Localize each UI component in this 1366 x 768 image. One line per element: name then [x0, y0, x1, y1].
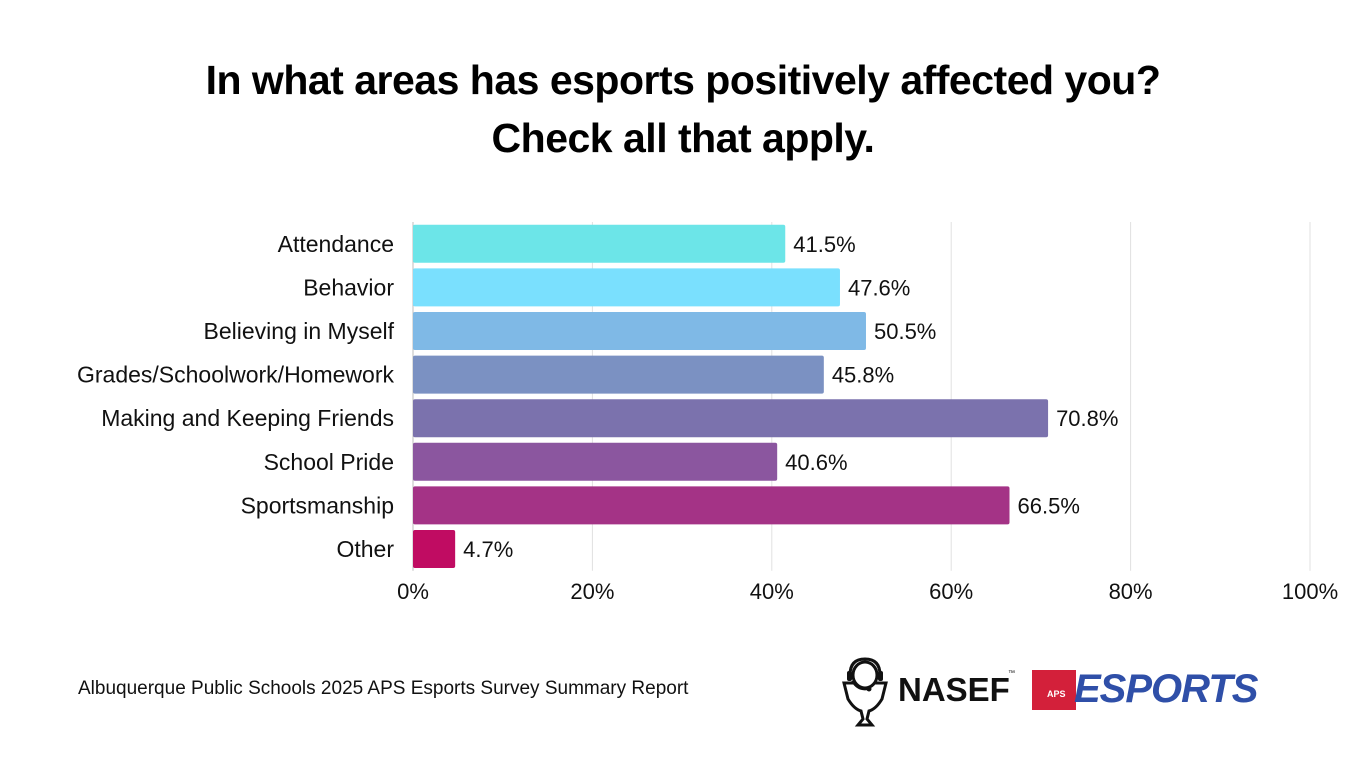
aps-logo-text: APS — [1047, 689, 1066, 699]
value-label: 50.5% — [874, 319, 936, 344]
nasef-logo-text: NASEF — [898, 671, 1010, 708]
value-label: 40.6% — [785, 450, 847, 475]
category-labels: Attendance Behavior Believing in Myself Gra… — [77, 231, 395, 562]
value-label: 41.5% — [793, 232, 855, 257]
value-label: 66.5% — [1018, 493, 1080, 518]
value-label: 4.7% — [463, 537, 513, 562]
bar — [413, 355, 824, 394]
bar — [413, 442, 778, 481]
x-tick-label: 20% — [570, 579, 614, 604]
chart-title-line2: Check all that apply. — [491, 115, 875, 161]
aps-apple-logo — [1032, 670, 1076, 710]
category-label: Sportsmanship — [241, 492, 394, 518]
bar — [413, 486, 1010, 525]
nasef-trophy-headset-icon — [842, 657, 888, 727]
x-tick-labels: 0% 20% 40% 60% 80% 100% — [397, 579, 1338, 604]
bar — [413, 399, 1049, 438]
bar — [413, 530, 456, 568]
category-label: Believing in Myself — [204, 318, 395, 344]
category-label: Grades/Schoolwork/Homework — [77, 362, 395, 388]
logos: NASEF ™ APS ESPORTS — [836, 655, 1286, 730]
value-label: 70.8% — [1056, 406, 1118, 431]
x-tick-label: 40% — [750, 579, 794, 604]
category-label: Other — [336, 536, 394, 562]
bar — [413, 224, 786, 263]
value-label: 47.6% — [848, 275, 910, 300]
bar — [413, 268, 840, 307]
bar-chart: Attendance Behavior Believing in Myself Gra… — [77, 222, 1338, 604]
category-label: Making and Keeping Friends — [101, 405, 394, 431]
esports-logo-text: ESPORTS — [1074, 667, 1258, 711]
x-tick-label: 80% — [1109, 579, 1153, 604]
category-label: Behavior — [303, 274, 394, 300]
bars — [413, 224, 1049, 568]
footer-report-title: Albuquerque Public Schools 2025 APS Espo… — [78, 678, 689, 699]
value-labels: 41.5% 47.6% 50.5% 45.8% 70.8% 40.6% 66.5% 4.7% — [463, 232, 1118, 562]
x-tick-label: 0% — [397, 579, 429, 604]
x-tick-label: 60% — [929, 579, 973, 604]
category-label: Attendance — [278, 231, 394, 257]
chart-title-line1: In what areas has esports positively aff… — [205, 57, 1161, 103]
bar — [413, 312, 866, 350]
trademark-mark: ™ — [1008, 670, 1015, 677]
value-label: 45.8% — [832, 363, 894, 388]
category-label: School Pride — [264, 449, 394, 475]
x-tick-label: 100% — [1282, 579, 1338, 604]
